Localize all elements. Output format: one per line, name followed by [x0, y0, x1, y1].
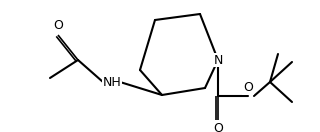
- Text: NH: NH: [103, 77, 121, 89]
- Text: N: N: [213, 53, 223, 67]
- Text: O: O: [243, 81, 253, 94]
- Text: O: O: [53, 19, 63, 32]
- Text: O: O: [213, 122, 223, 132]
